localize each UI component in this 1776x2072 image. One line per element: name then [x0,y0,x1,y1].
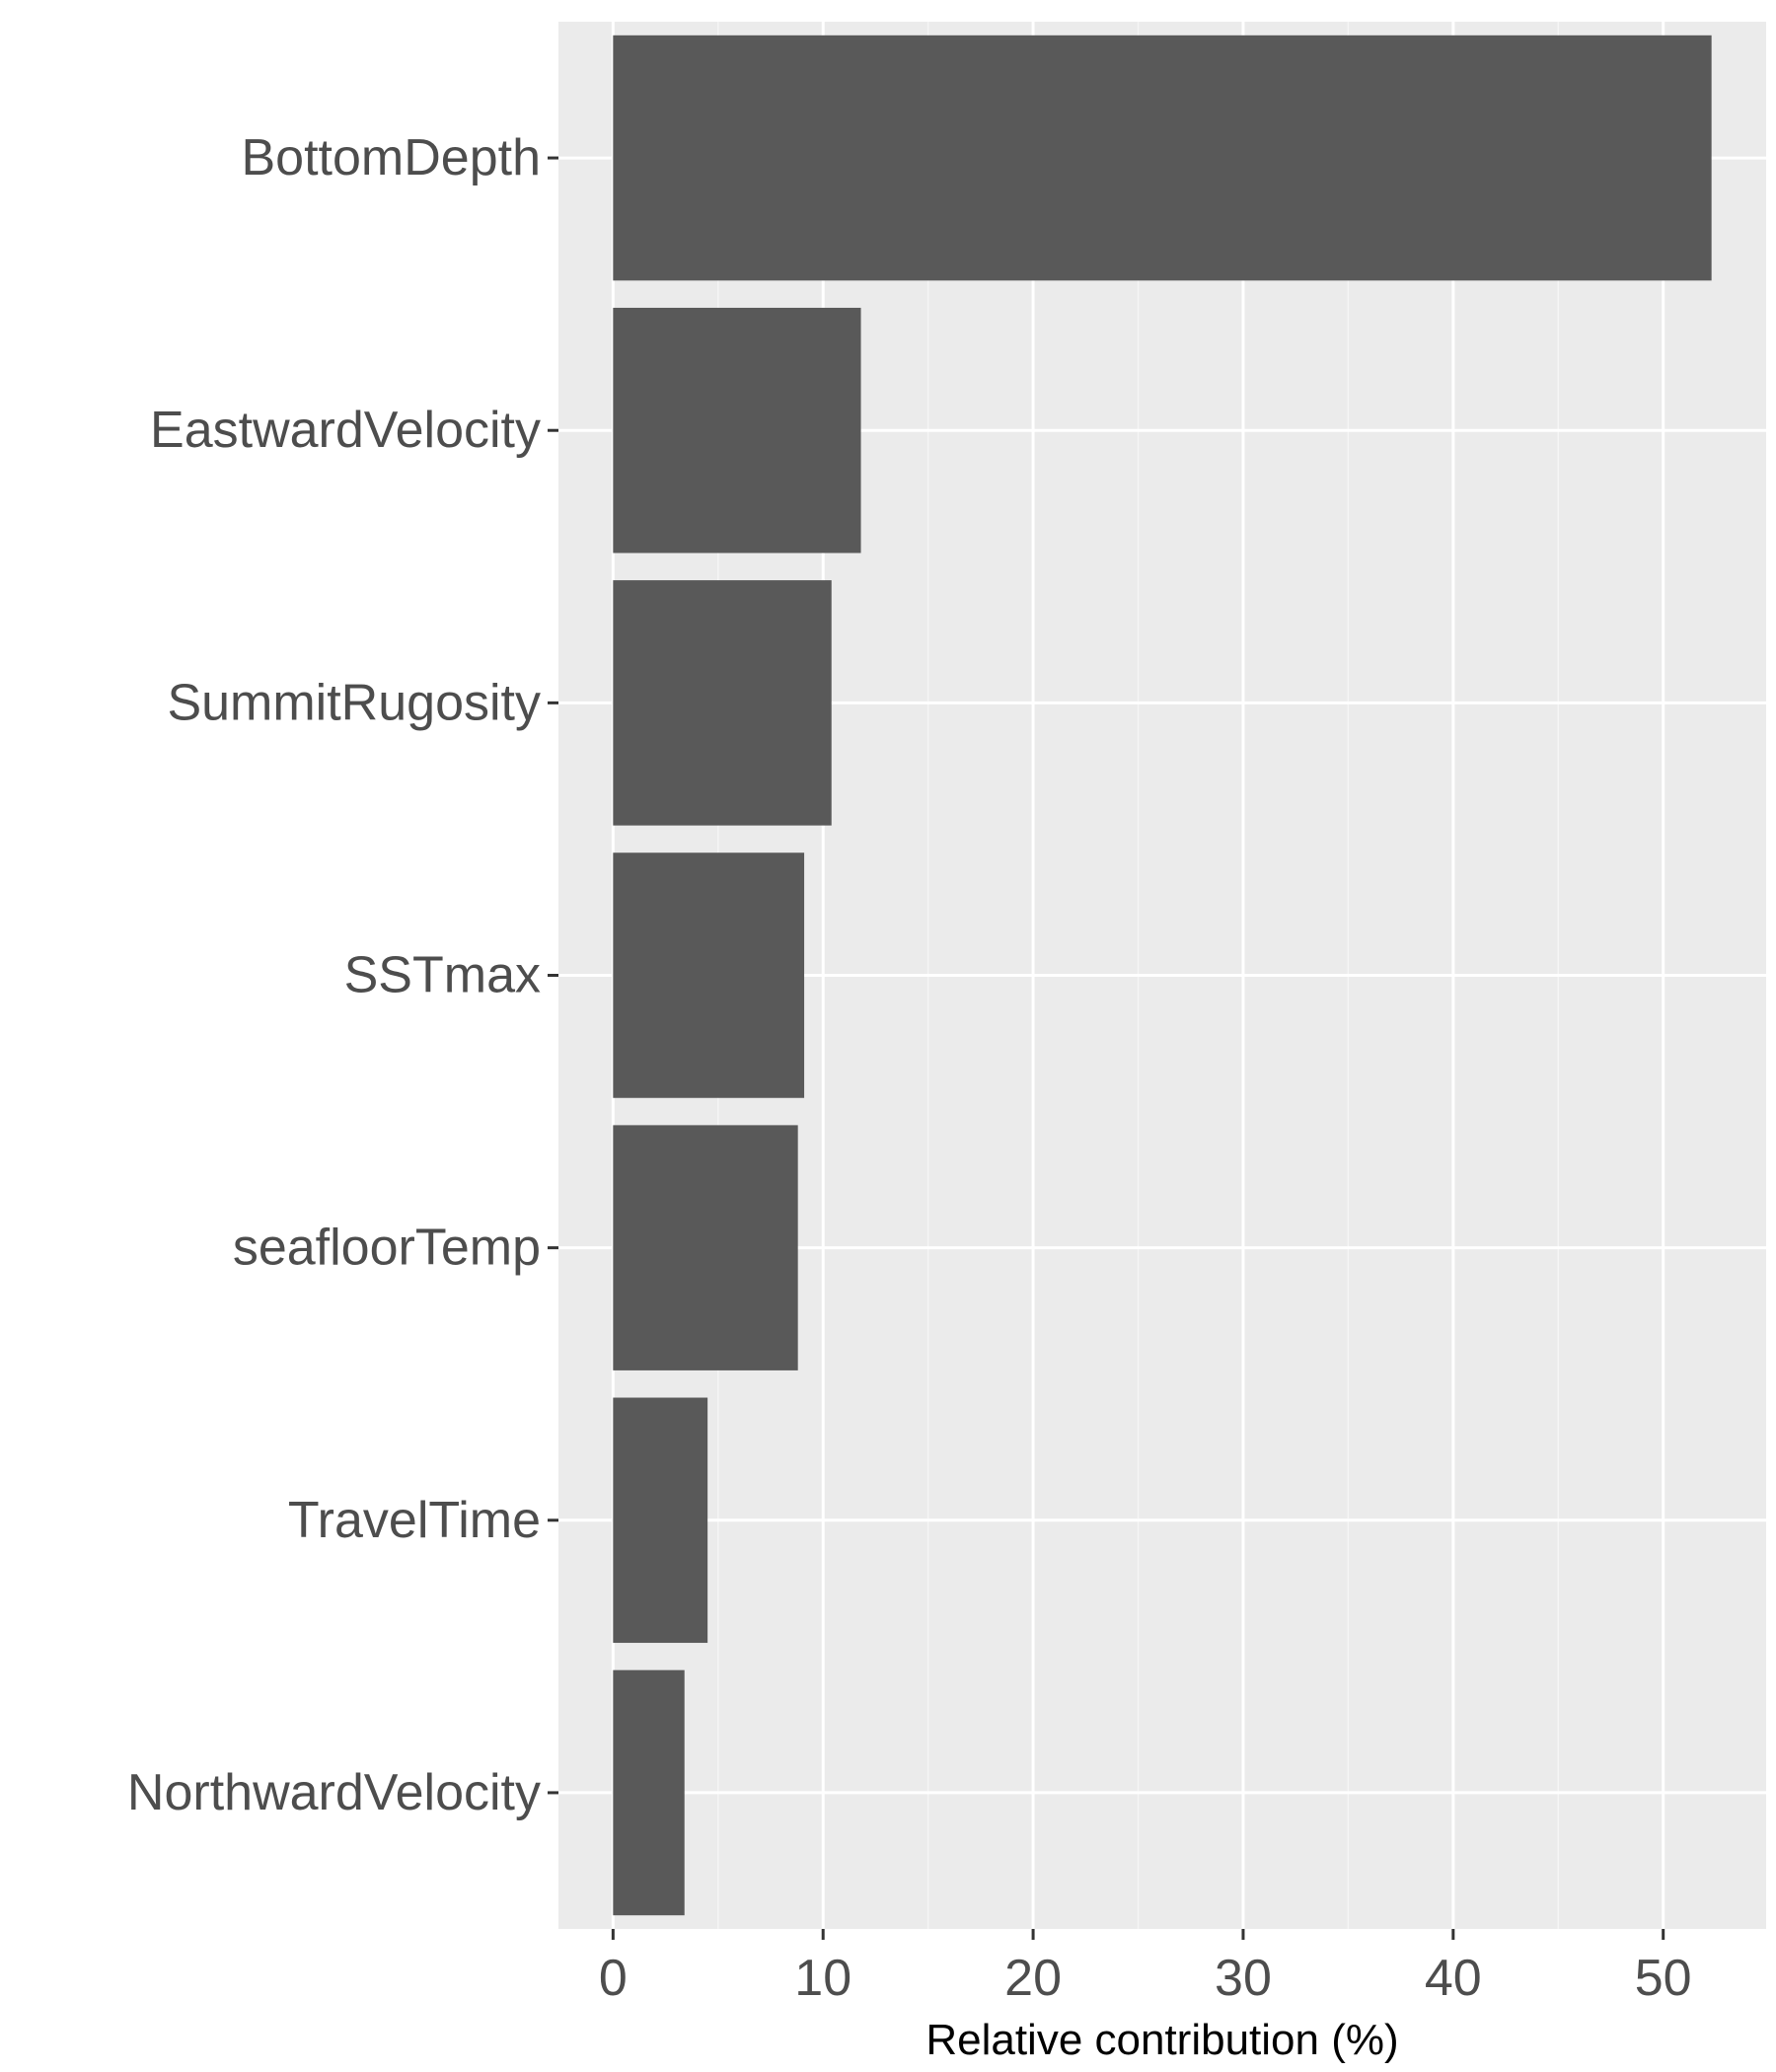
bar-seafloortemp [613,1125,798,1370]
x-tick-label: 0 [599,1950,628,2007]
y-tick-label: SummitRugosity [167,674,541,731]
major-gridlines [558,22,1766,1929]
y-tick-label: seafloorTemp [233,1220,541,1277]
x-tick-label: 50 [1635,1950,1692,2007]
y-tick-label: BottomDepth [242,129,542,186]
y-tick-label: SSTmax [344,947,541,1004]
x-axis: 0 10 20 30 40 50 [599,1929,1692,2007]
x-axis-title: Relative contribution (%) [925,2016,1398,2064]
bar-northwardvelocity [613,1669,685,1916]
y-tick-label: NorthwardVelocity [127,1764,541,1821]
y-tick-label: TravelTime [288,1492,541,1549]
bar-sstmax [613,852,805,1098]
y-tick-label: EastwardVelocity [150,402,541,459]
x-tick-label: 30 [1215,1950,1272,2007]
bar-eastwardvelocity [613,307,861,554]
y-axis: BottomDepth EastwardVelocity SummitRugosit… [127,129,558,1821]
bar-bottomdepth [613,35,1712,281]
x-tick-label: 20 [1004,1950,1062,2007]
x-tick-label: 10 [794,1950,851,2007]
x-tick-label: 40 [1425,1950,1482,2007]
bars-group [613,35,1712,1916]
bar-traveltime [613,1397,708,1644]
bar-summitrugosity [613,580,832,826]
